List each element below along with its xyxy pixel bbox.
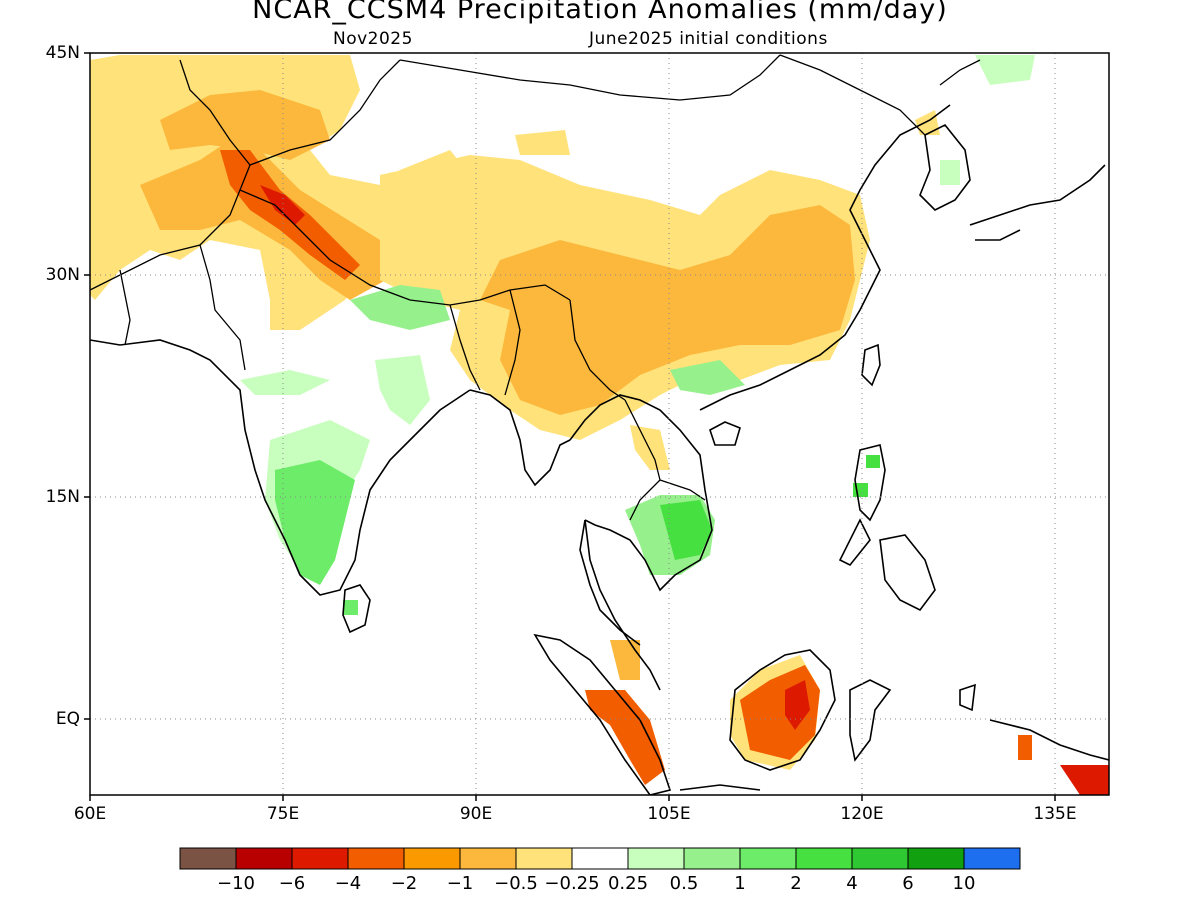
colorbar-label: −2 (390, 873, 418, 894)
anomaly-region-korea-green (975, 55, 1035, 85)
colorbar-swatch (683, 847, 741, 870)
colorbar-label: −0.25 (544, 873, 600, 894)
colorbar-swatch (739, 847, 797, 870)
anomaly-region-sumatra (585, 690, 665, 785)
colorbar-swatch (291, 847, 349, 870)
colorbar-label: 10 (952, 873, 976, 894)
political-borders (90, 54, 981, 521)
lat-label-15n: 15N (45, 487, 80, 507)
anomaly-region-japan-green (940, 160, 960, 185)
colorbar-swatch (235, 847, 293, 870)
colorbar (179, 847, 1021, 870)
colorbar-swatch (459, 847, 517, 870)
lon-label-135e: 135E (1033, 804, 1077, 824)
anomaly-region-south-china-green (670, 360, 745, 395)
anomaly-region-northwest-orange (160, 90, 330, 160)
anomaly-region-east-india-green (375, 355, 430, 425)
anomaly-region-karakoram-core (260, 185, 305, 225)
anomaly-region-philippines-north (866, 455, 880, 468)
colorbar-label: 2 (790, 873, 802, 894)
anomaly-region-indochina-green-dark (660, 500, 712, 560)
colorbar-label: 1 (734, 873, 746, 894)
anomaly-region-laos-yellow (630, 425, 670, 470)
subtitle-initial-conditions: June2025 initial conditions (589, 29, 828, 49)
subtitle-valid-month: Nov2025 (333, 29, 413, 49)
anomaly-region-sumatra-orange (610, 640, 640, 680)
colorbar-swatch (403, 847, 461, 870)
lon-label-75e: 75E (266, 804, 300, 824)
colorbar-swatch (907, 847, 965, 870)
colorbar-label: −6 (278, 873, 306, 894)
lat-label-eq: EQ (55, 709, 80, 729)
colorbar-swatch (179, 847, 237, 870)
anomaly-region-sri-lanka (343, 600, 358, 615)
colorbar-swatch (851, 847, 909, 870)
grid-lines (90, 53, 1109, 795)
plot-frame (89, 52, 1110, 796)
lon-label-120e: 120E (840, 804, 884, 824)
coastlines (90, 104, 1109, 795)
lat-label-30n: 30N (45, 265, 80, 285)
lon-label-90e: 90E (459, 804, 493, 824)
anomaly-region-central-india-green (240, 370, 330, 395)
colorbar-label: 0.5 (669, 873, 699, 894)
colorbar-swatch (627, 847, 685, 870)
anomaly-shading (90, 55, 1109, 795)
anomaly-region-new-guinea (1060, 765, 1109, 795)
colorbar-label: −1 (446, 873, 474, 894)
axis-ticks (84, 52, 1056, 801)
anomaly-region-china-orange (480, 205, 855, 415)
lon-label-105e: 105E (647, 804, 691, 824)
chart-title: NCAR_CCSM4 Precipitation Anomalies (mm/d… (252, 0, 948, 25)
colorbar-label: 6 (902, 873, 914, 894)
colorbar-label: 4 (846, 873, 858, 894)
lon-label-60e: 60E (73, 804, 107, 824)
colorbar-swatch (515, 847, 573, 870)
colorbar-swatch (347, 847, 405, 870)
colorbar-label: −4 (334, 873, 362, 894)
colorbar-label: 0.25 (607, 873, 649, 894)
colorbar-swatch (963, 847, 1021, 870)
colorbar-swatch (795, 847, 853, 870)
colorbar-label: −10 (217, 873, 255, 894)
colorbar-label: −0.5 (494, 873, 538, 894)
anomaly-region-korea-yellow (915, 110, 940, 135)
colorbar-swatch (571, 847, 629, 870)
anomaly-region-india-green (275, 460, 355, 585)
anomaly-region-new-guinea-orange (1018, 735, 1032, 760)
lat-label-45n: 45N (45, 43, 80, 63)
anomaly-region-borneo-core (785, 680, 810, 730)
anomaly-region-ganges-green (350, 285, 450, 330)
anomaly-region-tibet-yellow (515, 130, 570, 155)
